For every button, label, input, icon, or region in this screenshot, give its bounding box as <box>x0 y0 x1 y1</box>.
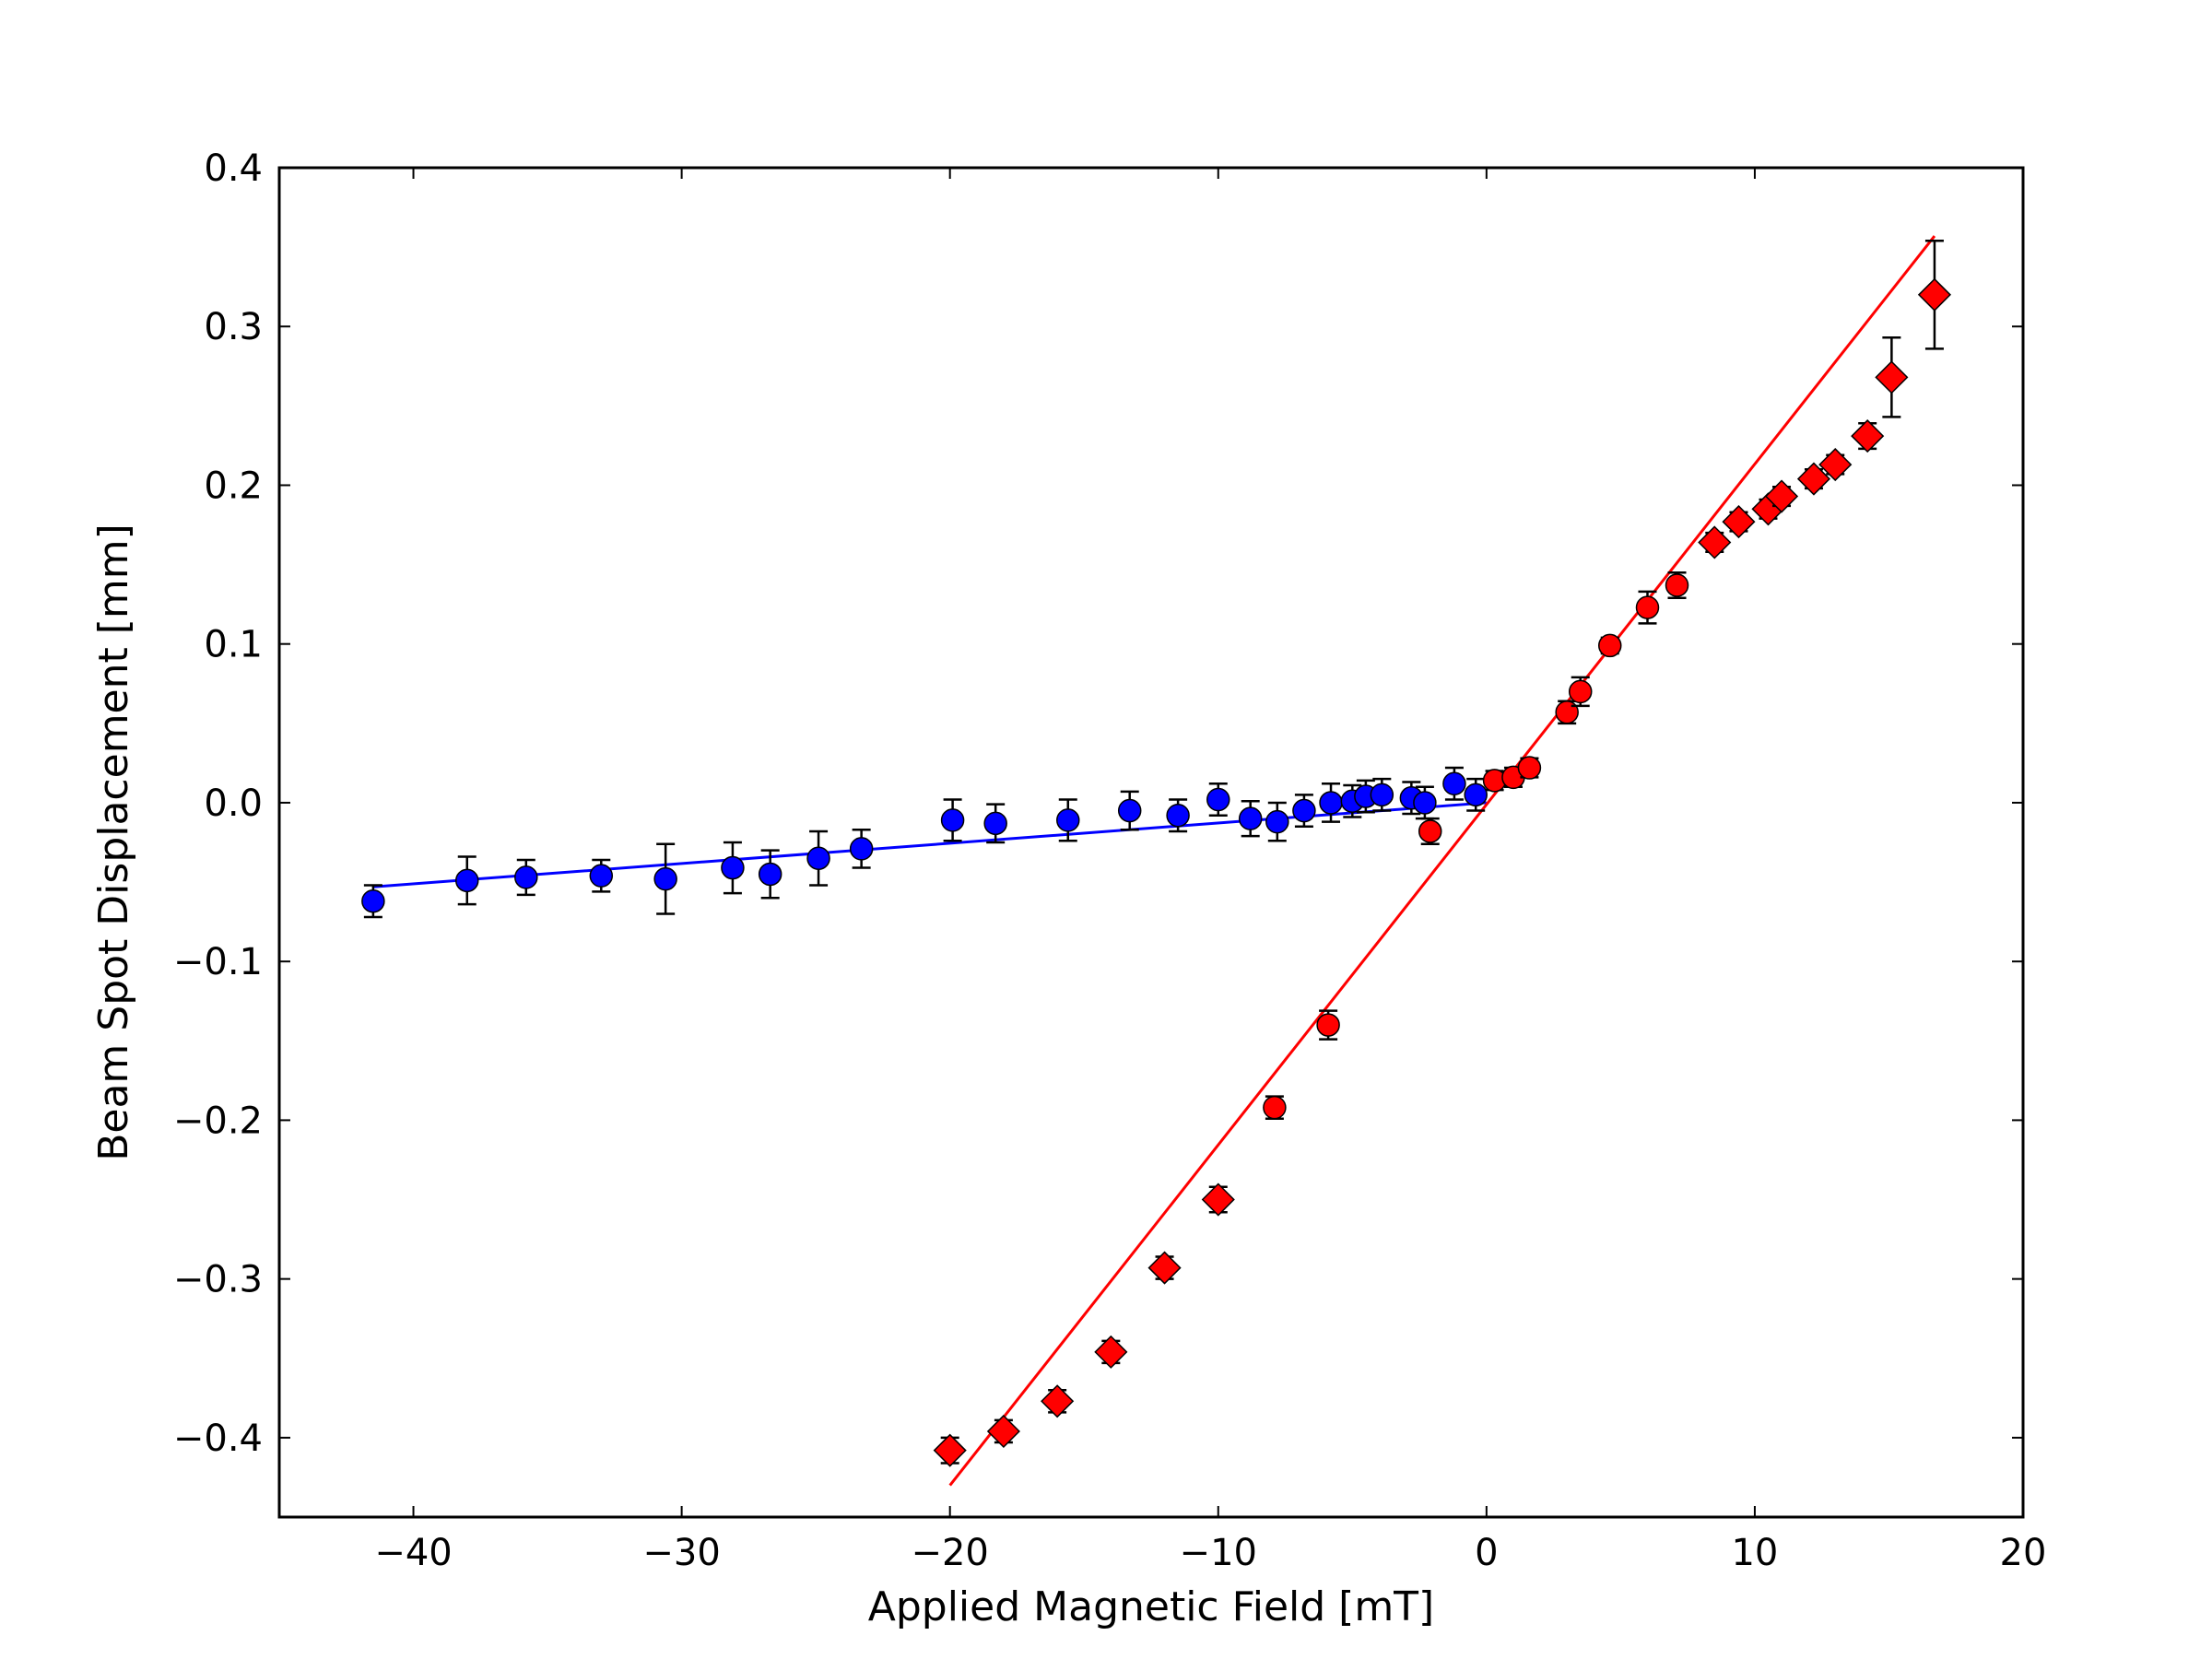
x-tick-label: −40 <box>374 1532 452 1574</box>
data-point-circle <box>1442 771 1466 796</box>
data-point-circle <box>1597 633 1622 658</box>
data-point-circle <box>1568 679 1593 704</box>
data-point-circle <box>1665 573 1689 597</box>
y-tick-label: 0.0 <box>204 782 263 825</box>
data-point-circle <box>1117 798 1142 823</box>
data-point-diamond <box>1818 448 1853 482</box>
data-point-circle <box>1464 782 1488 807</box>
data-point-diamond <box>1796 462 1831 496</box>
data-point-circle <box>1370 782 1394 807</box>
y-tick-label: −0.1 <box>173 941 263 983</box>
x-tick-label: 20 <box>2000 1532 2047 1574</box>
data-point-circle <box>514 865 538 889</box>
data-point-circle <box>589 864 614 888</box>
data-point-diamond <box>1764 479 1799 513</box>
data-point-circle <box>721 855 745 880</box>
data-point-diamond <box>1851 419 1885 453</box>
data-point-circle <box>1316 1013 1340 1037</box>
data-point-diamond <box>1094 1335 1128 1369</box>
data-point-circle <box>1319 791 1343 815</box>
data-point-circle <box>1056 808 1080 832</box>
y-axis-label: Beam Spot Displacement [mm] <box>90 524 137 1161</box>
data-point-circle <box>1206 787 1230 812</box>
y-tick-label: 0.3 <box>204 306 263 348</box>
data-point-diamond <box>1917 277 1952 312</box>
data-point-diamond <box>1722 505 1756 539</box>
y-tick-label: −0.2 <box>173 1100 263 1142</box>
data-point-circle <box>1555 700 1579 724</box>
data-point-diamond <box>1875 360 1909 394</box>
data-point-diamond <box>1698 525 1732 559</box>
plot-frame <box>277 166 2025 1519</box>
data-point-circle <box>1635 595 1660 619</box>
x-tick-label: −30 <box>642 1532 720 1574</box>
data-point-diamond <box>933 1433 967 1467</box>
y-tick-label: −0.3 <box>173 1259 263 1301</box>
data-point-circle <box>1263 1095 1287 1120</box>
x-axis-label: Applied Magnetic Field [mT] <box>868 1583 1434 1630</box>
data-point-circle <box>1517 756 1542 780</box>
axis-ticks: −40 −30 −20 −10 0 10 20 −0.4 −0.3 −0.2 −0.1 0.0 0.1 0… <box>173 147 2047 1574</box>
data-point-circle <box>806 846 830 870</box>
data-point-diamond <box>986 1414 1020 1449</box>
data-point-circle <box>1166 803 1190 828</box>
y-tick-label: 0.1 <box>204 624 263 666</box>
plot-area <box>361 235 1952 1487</box>
data-point-circle <box>940 808 965 832</box>
data-point-circle <box>1413 791 1437 815</box>
data-point-circle <box>653 866 677 891</box>
data-point-diamond <box>1201 1182 1235 1217</box>
data-point-circle <box>1238 806 1263 830</box>
data-point-circle <box>361 888 385 913</box>
data-point-circle <box>983 811 1007 836</box>
y-tick-label: 0.4 <box>204 147 263 190</box>
y-tick-label: −0.4 <box>173 1418 263 1460</box>
x-tick-label: −10 <box>1180 1532 1257 1574</box>
data-point-circle <box>1265 809 1289 834</box>
data-point-diamond <box>1041 1384 1075 1418</box>
data-point-circle <box>455 868 479 893</box>
data-point-circle <box>1418 819 1442 843</box>
fit-line <box>948 235 1936 1487</box>
y-tick-label: 0.2 <box>204 465 263 507</box>
data-point-diamond <box>1147 1251 1182 1285</box>
data-point-circle <box>758 862 782 887</box>
data-point-circle <box>1292 798 1316 823</box>
x-tick-label: 10 <box>1731 1532 1778 1574</box>
x-tick-label: 0 <box>1475 1532 1498 1574</box>
x-tick-label: −20 <box>911 1532 988 1574</box>
data-point-circle <box>849 837 874 861</box>
